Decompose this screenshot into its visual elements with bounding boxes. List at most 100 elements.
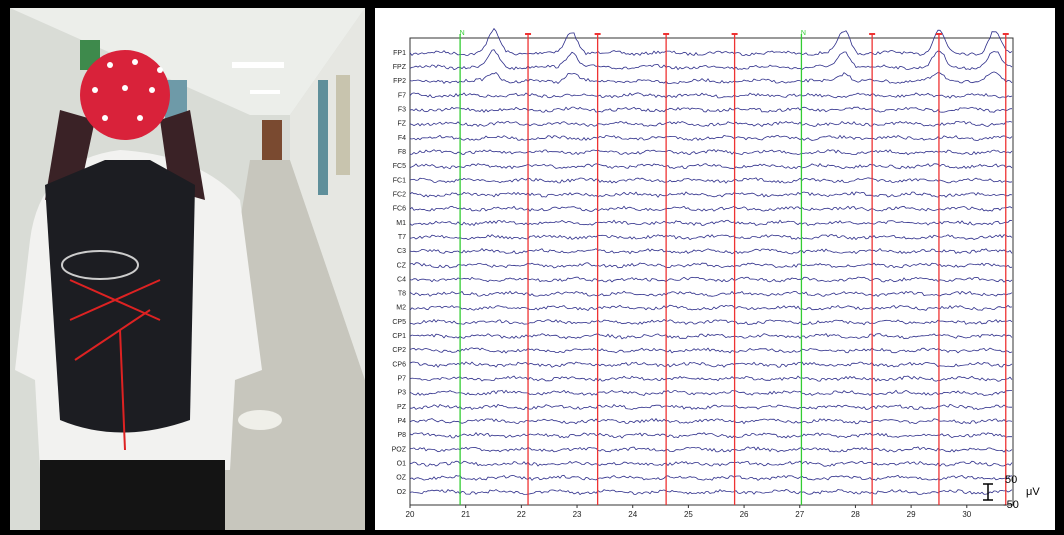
channel-label: P7 <box>397 376 406 383</box>
channel-label: CP6 <box>392 361 406 368</box>
event-label: N <box>460 30 465 37</box>
eeg-trace <box>409 290 1013 297</box>
channel-label: CP1 <box>392 333 406 340</box>
channel-label: FP2 <box>393 78 406 85</box>
event-label: N <box>801 30 806 37</box>
reflection <box>238 410 282 430</box>
x-tick-label: 28 <box>851 510 860 519</box>
x-tick-label: 25 <box>684 510 693 519</box>
scale-unit: μV <box>1026 486 1040 498</box>
light <box>250 90 280 94</box>
x-tick-label: 30 <box>962 510 971 519</box>
scale-bottom: -50 <box>1003 499 1019 511</box>
channel-label: C3 <box>397 248 406 255</box>
channel-label: CP2 <box>392 347 406 354</box>
eeg-trace <box>409 148 1013 156</box>
eeg-trace <box>409 474 1013 481</box>
eeg-trace <box>409 177 1013 184</box>
eeg-trace <box>409 27 1013 57</box>
scale-top: 50 <box>1005 474 1017 486</box>
channel-label: P3 <box>397 390 406 397</box>
channel-label: OZ <box>396 475 406 482</box>
electrodes <box>92 59 163 121</box>
eeg-trace <box>409 389 1013 396</box>
poster <box>318 80 328 195</box>
channel-label: FP1 <box>393 50 406 57</box>
cord <box>69 279 161 451</box>
channel-label: F3 <box>398 106 406 113</box>
channel-label: C4 <box>397 276 406 283</box>
eeg-trace <box>409 71 1013 85</box>
eeg-trace <box>409 318 1013 326</box>
x-tick-label: 27 <box>795 510 804 519</box>
channel-label: F7 <box>398 92 406 99</box>
eeg-trace <box>409 361 1013 368</box>
eeg-trace <box>409 418 1013 425</box>
x-tick-label: 23 <box>573 510 582 519</box>
eeg-trace <box>409 219 1013 227</box>
channel-label: P8 <box>397 432 406 439</box>
ceiling <box>10 8 365 115</box>
channel-label: PZ <box>397 404 407 411</box>
x-tick-label: 26 <box>740 510 749 519</box>
light <box>232 62 284 68</box>
eeg-trace <box>409 262 1013 269</box>
backpack <box>45 160 195 433</box>
eeg-trace <box>409 162 1013 170</box>
channel-label: T7 <box>398 234 406 241</box>
x-tick-label: 24 <box>628 510 637 519</box>
logo <box>61 250 139 280</box>
eeg-trace <box>409 120 1013 127</box>
channel-label: FZ <box>397 121 406 128</box>
eeg-trace <box>409 106 1013 113</box>
channel-label: FC1 <box>393 177 406 184</box>
channel-label: M1 <box>396 220 406 227</box>
eeg-trace <box>409 375 1013 382</box>
x-tick-label: 22 <box>517 510 526 519</box>
eeg-trace <box>409 347 1013 354</box>
x-tick-label: 20 <box>406 510 415 519</box>
eeg-trace <box>409 460 1013 467</box>
channel-label: F8 <box>398 149 406 156</box>
eeg-trace <box>409 49 1013 71</box>
channel-label: O1 <box>397 461 406 468</box>
eeg-cap <box>80 50 170 140</box>
channel-label: CZ <box>397 262 407 269</box>
channel-label: F4 <box>398 135 406 142</box>
eeg-trace <box>409 333 1013 340</box>
channel-label: P4 <box>397 418 406 425</box>
eeg-trace <box>409 191 1013 198</box>
channel-label: T8 <box>398 291 406 298</box>
eeg-trace <box>409 276 1013 283</box>
eeg-trace <box>409 446 1013 453</box>
eeg-trace <box>409 134 1013 141</box>
x-tick-label: 21 <box>461 510 470 519</box>
pants <box>40 460 225 530</box>
eeg-trace <box>409 304 1013 311</box>
channel-label: CP5 <box>392 319 406 326</box>
channel-label: O2 <box>397 489 406 496</box>
eeg-trace <box>409 92 1013 99</box>
eeg-trace <box>409 234 1013 241</box>
channel-label: FC5 <box>393 163 406 170</box>
channel-label: FPZ <box>393 64 407 71</box>
door <box>262 120 282 160</box>
plot-panel <box>375 8 1055 530</box>
eeg-trace <box>409 248 1013 255</box>
channel-label: FC2 <box>393 191 406 198</box>
channel-label: M2 <box>396 305 406 312</box>
eeg-trace <box>409 432 1012 439</box>
eeg-plot: 20 21 22 23 24 25 26 27 28 29 30 FP1 FPZ FP2 F7 F3 FZ F4 F… <box>392 27 1040 519</box>
plot-frame <box>409 37 1014 506</box>
photo <box>10 8 365 530</box>
x-tick-label: 29 <box>907 510 916 519</box>
eeg-trace <box>409 205 1013 212</box>
floor <box>190 160 365 530</box>
channel-label: POZ <box>392 446 407 453</box>
eeg-trace <box>409 488 1013 496</box>
eeg-trace <box>410 403 1012 411</box>
frame <box>336 75 350 175</box>
channel-label: FC6 <box>393 206 406 213</box>
